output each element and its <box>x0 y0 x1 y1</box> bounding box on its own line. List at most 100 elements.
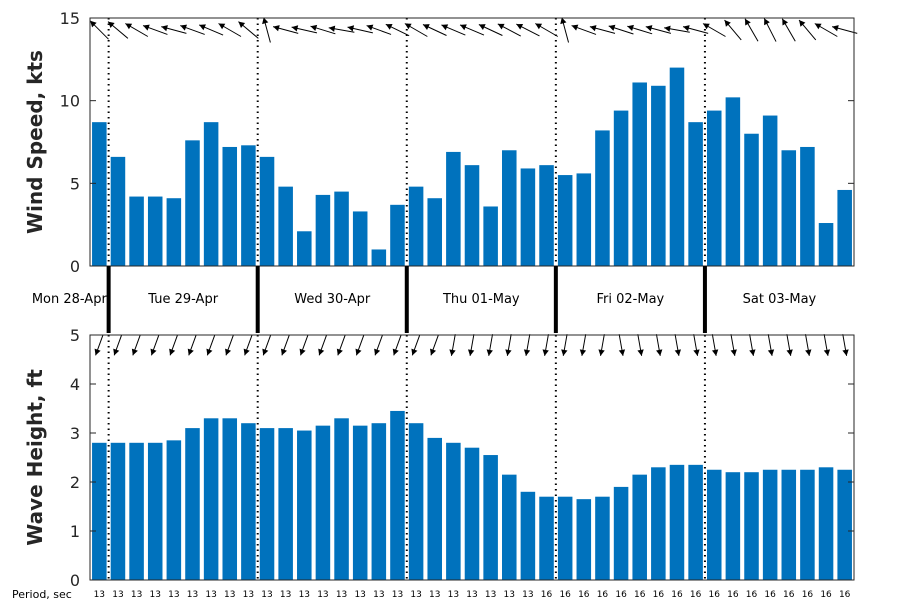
wind-direction-arrow <box>272 25 299 34</box>
wave-bar <box>110 442 126 580</box>
period-value: 13 <box>429 590 440 600</box>
wind-bar <box>744 133 759 266</box>
arrow-head <box>730 349 737 356</box>
wind-bar <box>427 198 442 266</box>
wind-bar <box>297 231 312 266</box>
wave-direction-arrow <box>637 334 644 356</box>
arrow-head <box>516 23 524 30</box>
wave-bar <box>502 474 517 580</box>
wind-direction-arrow <box>627 24 653 35</box>
period-value: 13 <box>131 590 142 600</box>
period-value: 16 <box>671 590 683 600</box>
arrow-head <box>535 23 543 30</box>
wind-direction-arrow <box>763 18 777 42</box>
arrow-head <box>799 20 806 27</box>
wave-bar <box>762 469 778 580</box>
day-label: Mon 28-Apr <box>32 292 108 307</box>
wave-bar <box>371 423 387 580</box>
wave-direction-arrow <box>618 334 626 356</box>
wind-bar <box>278 186 293 266</box>
period-value: 13 <box>205 590 216 600</box>
wave-bar <box>632 474 647 580</box>
wind-bar <box>371 249 387 266</box>
wave-height-panel: 0 1 2 3 4 5 Wave Height, ft <box>23 326 855 590</box>
arrow-head <box>608 24 616 31</box>
arrow-head <box>449 349 456 356</box>
wind-direction-arrow <box>422 24 447 36</box>
wave-bar <box>147 442 163 580</box>
wind-bar <box>539 165 554 266</box>
wind-bar <box>390 204 405 266</box>
arrow-head <box>627 24 634 32</box>
arrow-head <box>814 23 822 30</box>
arrow-head <box>805 349 812 356</box>
wave-direction-arrow <box>805 334 812 356</box>
arrow-head <box>497 23 505 30</box>
wave-bar <box>520 491 536 580</box>
period-value: 16 <box>634 590 646 600</box>
wave-direction-arrow <box>505 334 512 356</box>
wave-bar <box>352 425 368 580</box>
wind-direction-arrow <box>385 23 410 37</box>
wind-direction-arrow <box>198 24 224 36</box>
wave-ytick-label: 2 <box>70 473 80 492</box>
wind-bar <box>483 206 498 266</box>
arrow-head <box>505 349 512 356</box>
wind-speed-panel: 0 5 10 15 Wind Speed, kts <box>23 9 858 276</box>
period-value: 16 <box>746 590 758 600</box>
wind-bar <box>669 67 685 266</box>
wind-bar <box>203 122 219 266</box>
arrow-head <box>683 25 690 32</box>
wave-bar <box>800 469 815 580</box>
wind-direction-arrow <box>161 25 187 34</box>
wind-bar <box>781 150 797 266</box>
arrow-head <box>441 24 449 31</box>
arrow-head <box>430 348 437 356</box>
wave-bar <box>725 472 741 580</box>
wave-direction-arrow <box>786 334 793 356</box>
wind-bar <box>147 196 163 266</box>
arrow-head <box>786 349 793 356</box>
wave-direction-arrow <box>561 334 568 356</box>
wave-direction-arrow <box>299 334 309 356</box>
period-value: 16 <box>764 590 776 600</box>
wind-direction-arrow <box>702 23 726 37</box>
wave-bar <box>576 499 592 580</box>
arrow-head <box>374 348 381 356</box>
day-label: Thu 01-May <box>442 292 520 307</box>
arrow-head <box>347 25 355 32</box>
period-value: 13 <box>466 590 477 600</box>
period-value: 16 <box>709 590 721 600</box>
arrow-head <box>637 349 644 356</box>
day-label: Sat 03-May <box>743 292 817 307</box>
wind-direction-arrow <box>744 18 759 42</box>
arrow-head <box>280 348 287 356</box>
period-value: 16 <box>578 590 590 600</box>
arrow-head <box>598 349 605 356</box>
arrow-head <box>206 348 213 356</box>
wave-direction-arrow <box>598 334 605 356</box>
arrow-head <box>842 349 849 356</box>
arrow-head <box>273 25 280 32</box>
wind-bar <box>613 110 629 266</box>
period-value: 16 <box>727 590 739 600</box>
arrow-head <box>113 348 120 356</box>
wind-direction-arrow <box>125 23 149 37</box>
wave-bar <box>557 496 573 580</box>
wind-direction-arrow <box>535 23 559 37</box>
wave-bar <box>483 455 498 580</box>
wind-bar <box>818 223 834 266</box>
arrow-head <box>125 23 133 30</box>
arrow-head <box>291 25 299 32</box>
wave-bar <box>259 428 275 580</box>
wave-direction-arrow <box>430 334 439 356</box>
period-row: Period, sec 13 13 13 13 13 13 13 13 13 13 13 13 13 13 1… <box>12 588 851 600</box>
wind-bar <box>595 130 610 266</box>
arrow-head <box>561 349 568 356</box>
wind-direction-arrow <box>571 24 597 35</box>
arrow-head <box>180 24 188 31</box>
wind-direction-arrow <box>478 24 503 36</box>
arrow-head <box>355 348 362 356</box>
period-value: 16 <box>690 590 702 600</box>
wind-direction-arrow <box>831 25 858 34</box>
